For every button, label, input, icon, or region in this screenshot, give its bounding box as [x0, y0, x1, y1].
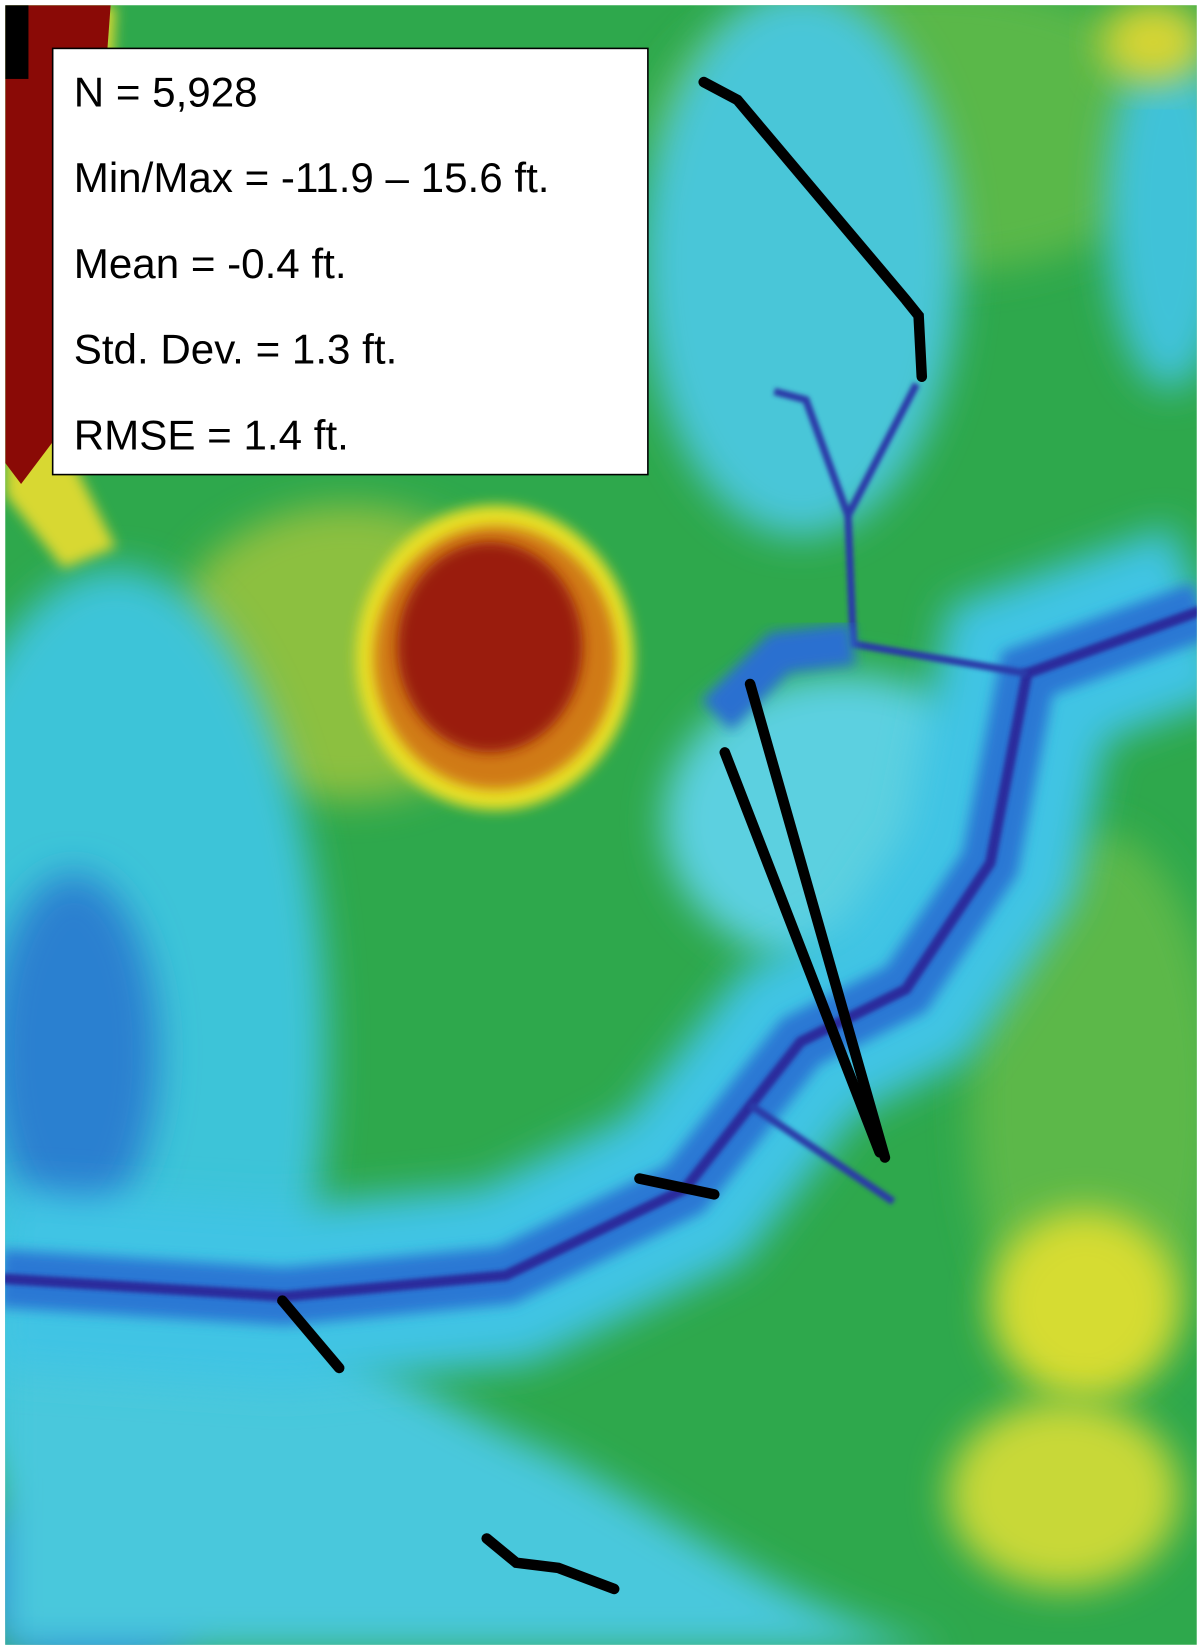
stat-line: Min/Max = -11.9 – 15.6 ft.	[74, 154, 550, 201]
stat-line: N = 5,928	[74, 68, 258, 115]
lowland	[643, 0, 959, 537]
page: N = 5,928 Min/Max = -11.9 – 15.6 ft. Mean …	[0, 0, 1202, 1650]
highland	[948, 1400, 1180, 1589]
stat-line: Std. Dev. = 1.3 ft.	[74, 326, 398, 373]
highland	[990, 1210, 1180, 1399]
map: N = 5,928 Min/Max = -11.9 – 15.6 ft. Mean …	[0, 0, 1202, 1650]
highland	[1101, 0, 1202, 84]
hill-peak	[397, 542, 582, 752]
stat-line: RMSE = 1.4 ft.	[74, 411, 349, 458]
stat-line: Mean = -0.4 ft.	[74, 240, 347, 287]
nodata	[5, 5, 28, 79]
